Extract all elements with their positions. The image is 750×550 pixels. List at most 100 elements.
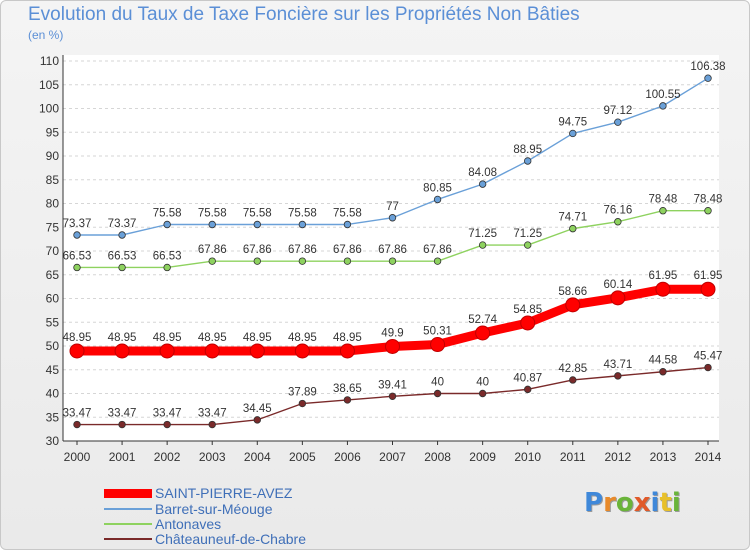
y-tick-label: 100	[39, 102, 59, 116]
data-point	[659, 368, 667, 376]
data-label: 67.86	[198, 244, 227, 256]
data-label: 66.53	[63, 250, 92, 262]
data-label: 67.86	[333, 244, 362, 256]
data-point	[433, 257, 442, 265]
data-label: 48.95	[198, 332, 227, 344]
data-point	[388, 257, 397, 265]
data-label: 100.55	[645, 89, 680, 101]
data-label: 75.58	[288, 207, 317, 219]
chart-title: Evolution du Taux de Taxe Foncière sur l…	[28, 4, 580, 25]
data-label: 88.95	[513, 144, 542, 156]
data-point	[69, 343, 85, 359]
data-point	[700, 281, 716, 297]
data-label: 67.86	[423, 244, 452, 256]
logo-letter: i	[671, 488, 681, 518]
data-label: 61.95	[694, 270, 723, 282]
data-label: 73.37	[108, 218, 137, 230]
data-point	[520, 315, 536, 331]
data-label: 48.95	[333, 332, 362, 344]
data-label: 60.14	[603, 279, 632, 291]
x-tick-label: 2006	[334, 450, 361, 464]
data-point	[524, 241, 532, 249]
data-label: 75.58	[333, 207, 362, 219]
x-tick-label: 2011	[560, 450, 586, 464]
data-point	[704, 207, 712, 215]
data-label: 77	[386, 201, 399, 213]
data-point	[159, 343, 175, 359]
logo-letter: r	[603, 488, 616, 518]
legend-item: Barret-sur-Méouge	[104, 501, 364, 517]
x-tick-label: 2005	[289, 450, 316, 464]
y-tick-label: 90	[46, 149, 60, 163]
legend-swatch	[104, 538, 152, 540]
data-point	[388, 392, 397, 401]
data-label: 48.95	[63, 332, 92, 344]
data-point	[524, 157, 532, 165]
data-label: 75.58	[153, 207, 182, 219]
data-label: 61.95	[649, 270, 678, 282]
data-point	[163, 220, 171, 229]
data-point	[163, 263, 171, 272]
data-point	[430, 337, 446, 353]
data-point	[614, 372, 622, 380]
data-label: 33.47	[153, 408, 182, 420]
y-tick-label: 60	[46, 292, 60, 306]
logo-letter: i	[650, 488, 660, 518]
data-label: 71.25	[468, 228, 497, 240]
data-point	[475, 325, 491, 341]
data-label: 49.9	[381, 327, 403, 339]
data-point	[614, 218, 622, 226]
data-label: 66.53	[108, 250, 137, 262]
legend-item: Châteauneuf-de-Chabre	[104, 531, 364, 547]
x-tick-label: 2003	[199, 450, 226, 464]
y-tick-label: 35	[46, 410, 60, 424]
y-tick-label: 105	[39, 78, 59, 92]
y-tick-label: 75	[46, 220, 60, 234]
data-point	[704, 74, 712, 82]
data-point	[343, 220, 352, 229]
data-label: 78.48	[694, 194, 723, 206]
data-label: 106.38	[690, 61, 725, 73]
data-point	[433, 389, 442, 398]
data-point	[478, 389, 487, 398]
data-label: 58.66	[558, 286, 587, 298]
data-label: 33.47	[108, 408, 137, 420]
data-point	[114, 343, 130, 359]
y-tick-label: 50	[46, 339, 60, 353]
data-label: 40	[476, 377, 489, 389]
legend-item: Antonaves	[104, 516, 364, 532]
data-point	[524, 385, 532, 394]
data-point	[569, 376, 577, 384]
data-point	[208, 420, 216, 429]
data-point	[659, 207, 667, 215]
legend-label: Châteauneuf-de-Chabre	[155, 531, 306, 547]
data-label: 43.71	[603, 359, 632, 371]
data-point	[118, 420, 126, 429]
data-label: 78.48	[649, 194, 678, 206]
data-label: 94.75	[558, 116, 587, 128]
y-tick-label: 95	[46, 125, 60, 139]
data-label: 37.89	[288, 387, 317, 399]
data-label: 40	[431, 377, 444, 389]
data-point	[433, 195, 442, 204]
data-point	[388, 214, 397, 222]
data-point	[253, 220, 261, 229]
data-point	[163, 420, 171, 429]
data-label: 33.47	[198, 408, 227, 420]
data-label: 48.95	[288, 332, 317, 344]
data-point	[478, 180, 487, 188]
x-tick-label: 2009	[469, 450, 496, 464]
data-label: 48.95	[108, 332, 137, 344]
data-label: 48.95	[243, 332, 272, 344]
data-label: 48.95	[153, 332, 182, 344]
y-tick-label: 30	[46, 434, 60, 448]
x-tick-label: 2001	[109, 450, 136, 464]
data-label: 66.53	[153, 250, 182, 262]
data-point	[73, 420, 81, 429]
logo-letter: x	[633, 488, 651, 518]
data-point	[253, 257, 261, 265]
y-tick-label: 110	[40, 54, 59, 68]
data-label: 44.58	[649, 355, 678, 367]
y-tick-label: 85	[46, 173, 60, 187]
data-label: 67.86	[288, 244, 317, 256]
